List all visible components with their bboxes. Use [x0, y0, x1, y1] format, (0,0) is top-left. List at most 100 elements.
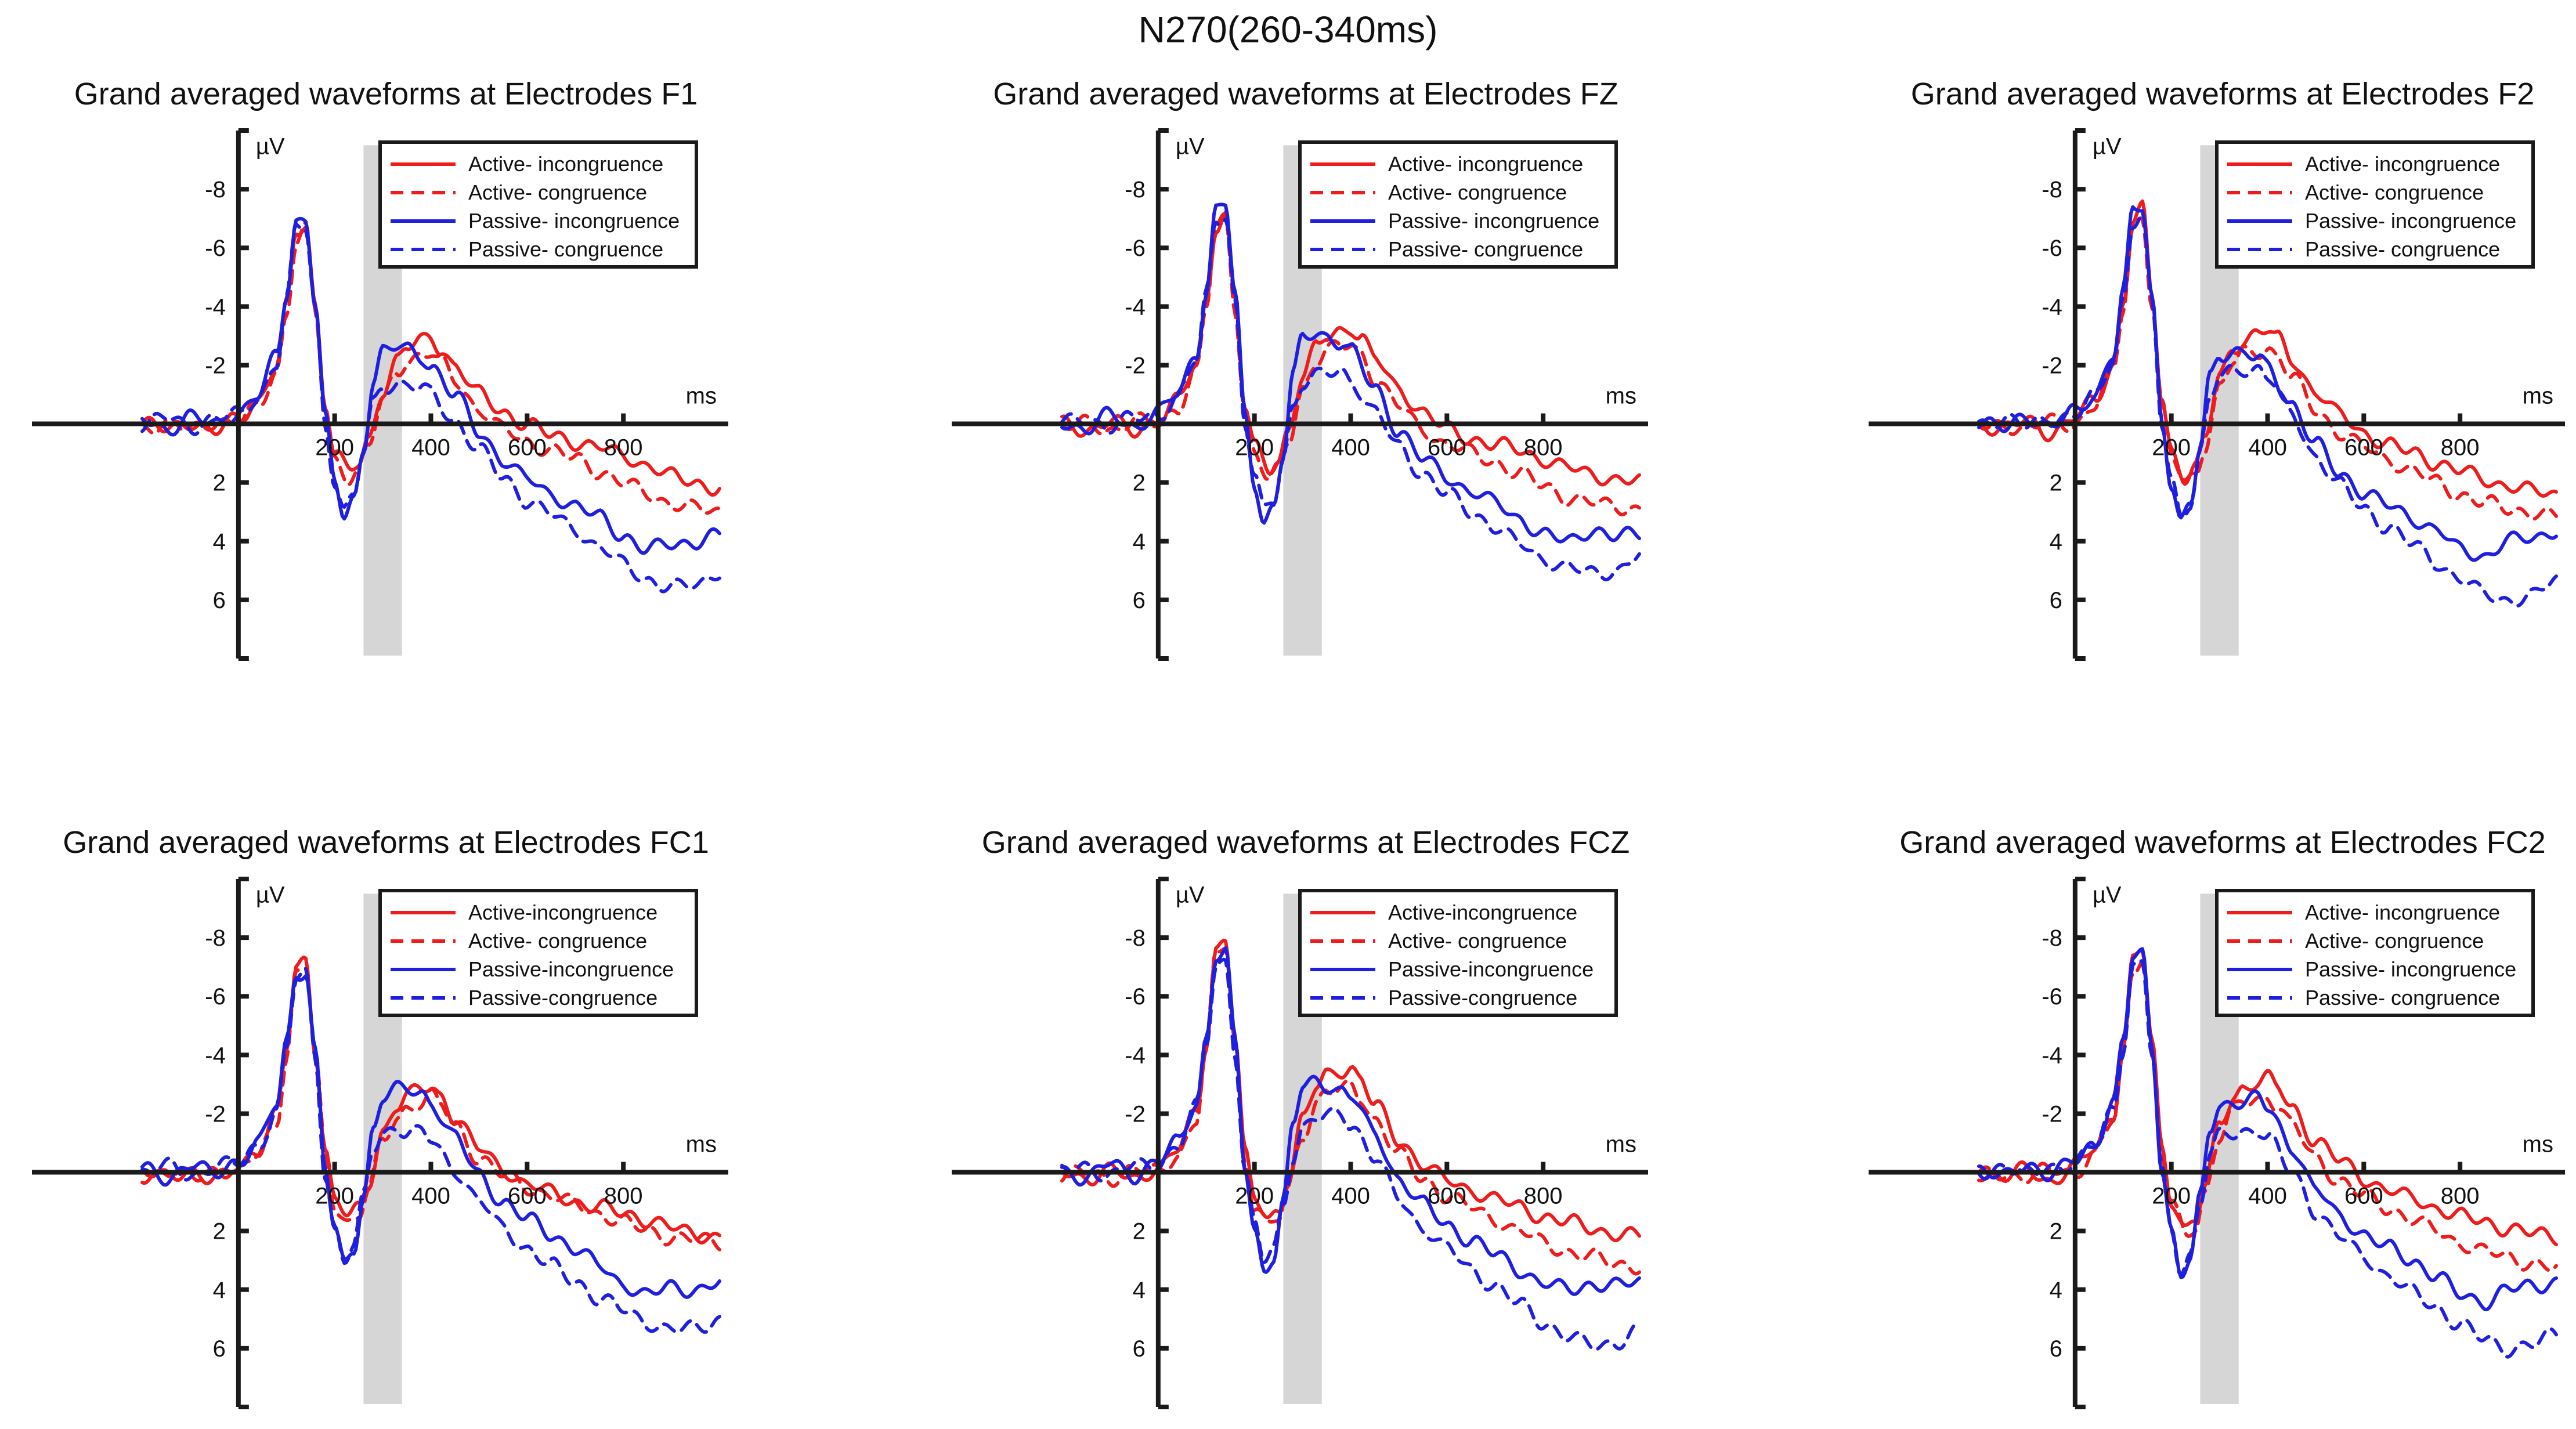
x-tick-label: 200	[1235, 435, 1274, 461]
x-tick-label: 800	[2441, 1184, 2480, 1209]
y-axis-label: µV	[2093, 133, 2122, 159]
y-axis-label: µV	[1176, 882, 1205, 907]
x-tick-label: 600	[508, 1184, 547, 1209]
y-tick-label: 6	[1133, 588, 1146, 613]
y-tick-label: -4	[205, 1043, 226, 1068]
y-tick-label: 6	[2050, 588, 2062, 613]
y-tick-label: -8	[2042, 925, 2062, 951]
legend-label: Passive-congruence	[1388, 986, 1577, 1010]
chart-svg: Grand averaged waveforms at Electrodes F…	[1869, 77, 2565, 661]
y-tick-label: -2	[205, 1101, 226, 1127]
y-tick-label: 2	[1133, 1219, 1146, 1245]
legend-label: Passive- incongruence	[1388, 209, 1599, 233]
series-line	[140, 967, 721, 1334]
legend-label: Active- incongruence	[1388, 152, 1583, 176]
series-line	[140, 974, 721, 1299]
legend-label: Passive-congruence	[468, 986, 657, 1010]
y-axis-label: µV	[1176, 133, 1205, 159]
y-tick-label: -4	[1125, 294, 1146, 320]
panel-title: Grand averaged waveforms at Electrodes F…	[1911, 77, 2535, 111]
x-tick-label: 200	[1235, 1184, 1274, 1209]
legend: Active- incongruence Active- congruence Pa…	[2215, 889, 2535, 1017]
y-tick-label: -6	[2042, 236, 2062, 261]
legend-label: Active-incongruence	[1388, 900, 1577, 924]
legend-label: Active- incongruence	[468, 152, 663, 176]
x-tick-label: 200	[315, 435, 354, 461]
chart-svg: Grand averaged waveforms at Electrodes F…	[952, 825, 1648, 1409]
x-axis-label: ms	[2523, 1132, 2553, 1157]
panel-title: Grand averaged waveforms at Electrodes F…	[63, 825, 709, 860]
chart-panel-fc2: Grand averaged waveforms at Electrodes F…	[1851, 824, 2576, 1409]
panel-title: Grand averaged waveforms at Electrodes F…	[74, 77, 698, 111]
y-tick-label: 4	[2050, 529, 2062, 555]
y-tick-label: -8	[2042, 177, 2062, 202]
y-tick-label: -8	[205, 925, 226, 951]
x-axis-label: ms	[686, 1132, 717, 1157]
series-line	[1977, 211, 2558, 608]
figure-title: N270(260-340ms)	[1138, 9, 1438, 50]
x-tick-label: 600	[1428, 435, 1466, 461]
x-tick-label: 200	[2152, 1184, 2191, 1209]
y-tick-label: 6	[213, 1336, 226, 1362]
y-tick-label: -8	[1125, 925, 1146, 951]
y-tick-label: -2	[2042, 1101, 2062, 1127]
chart-panel-fcz: Grand averaged waveforms at Electrodes F…	[934, 824, 1758, 1409]
x-tick-label: 800	[604, 1184, 643, 1209]
legend-label: Passive-incongruence	[468, 957, 674, 981]
legend: Active- incongruence Active- congruence Pa…	[2215, 140, 2535, 269]
y-tick-label: -4	[2042, 1043, 2062, 1068]
y-tick-label: 2	[213, 471, 226, 496]
legend-label: Active- congruence	[2305, 929, 2484, 953]
legend: Active- incongruence Active- congruence Pa…	[378, 140, 698, 269]
x-axis-label: ms	[1606, 1132, 1636, 1157]
y-tick-label: -6	[205, 984, 226, 1010]
chart-panel-f1: Grand averaged waveforms at Electrodes F…	[15, 75, 839, 661]
y-axis-label: µV	[256, 133, 285, 159]
x-tick-label: 400	[2248, 1184, 2287, 1209]
y-tick-label: 2	[1133, 471, 1146, 496]
x-tick-label: 800	[1524, 1184, 1563, 1209]
legend-label: Active- congruence	[2305, 180, 2484, 204]
legend-label: Active- incongruence	[2305, 152, 2500, 176]
x-axis-label: ms	[2523, 384, 2553, 409]
y-tick-label: -2	[205, 353, 226, 378]
legend-label: Passive- incongruence	[2305, 957, 2516, 981]
x-axis-label: ms	[1606, 384, 1636, 409]
y-axis-label: µV	[2093, 882, 2122, 907]
x-tick-label: 400	[411, 1184, 450, 1209]
y-tick-label: -6	[1125, 984, 1146, 1010]
series-line	[1060, 957, 1641, 1352]
y-tick-label: 6	[1133, 1336, 1146, 1362]
legend-label: Active- congruence	[468, 180, 647, 204]
legend-label: Active- incongruence	[2305, 900, 2500, 924]
y-tick-label: 2	[213, 1219, 226, 1245]
panel-title: Grand averaged waveforms at Electrodes F…	[1899, 825, 2546, 860]
y-axis-label: µV	[256, 882, 285, 907]
x-tick-label: 400	[411, 435, 450, 461]
legend-label: Passive- congruence	[1388, 237, 1583, 261]
x-tick-label: 200	[315, 1184, 354, 1209]
legend-label: Passive- incongruence	[468, 209, 680, 233]
y-tick-label: -6	[205, 236, 226, 261]
y-tick-label: 4	[213, 529, 226, 555]
y-tick-label: -6	[2042, 984, 2062, 1010]
x-tick-label: 600	[1428, 1184, 1466, 1209]
legend-label: Passive- congruence	[2305, 237, 2500, 261]
y-tick-label: -4	[205, 294, 226, 320]
y-tick-label: 2	[2050, 1219, 2062, 1245]
chart-svg: Grand averaged waveforms at Electrodes F…	[32, 77, 728, 661]
x-tick-label: 400	[1331, 435, 1370, 461]
legend-label: Passive-incongruence	[1388, 957, 1594, 981]
legend-label: Active- congruence	[1388, 180, 1567, 204]
y-tick-label: 4	[1133, 1278, 1146, 1303]
legend: Active-incongruence Active- congruence Pas…	[378, 889, 698, 1017]
y-tick-label: 6	[213, 588, 226, 613]
x-tick-label: 400	[2248, 435, 2287, 461]
chart-svg: Grand averaged waveforms at Electrodes F…	[952, 77, 1648, 661]
chart-panel-fc1: Grand averaged waveforms at Electrodes F…	[15, 824, 839, 1409]
x-tick-label: 600	[2344, 1184, 2383, 1209]
legend-label: Active-incongruence	[468, 900, 657, 924]
legend: Active- incongruence Active- congruence Pa…	[1298, 140, 1618, 269]
y-tick-label: 4	[213, 1278, 226, 1303]
y-tick-label: -4	[2042, 294, 2062, 320]
